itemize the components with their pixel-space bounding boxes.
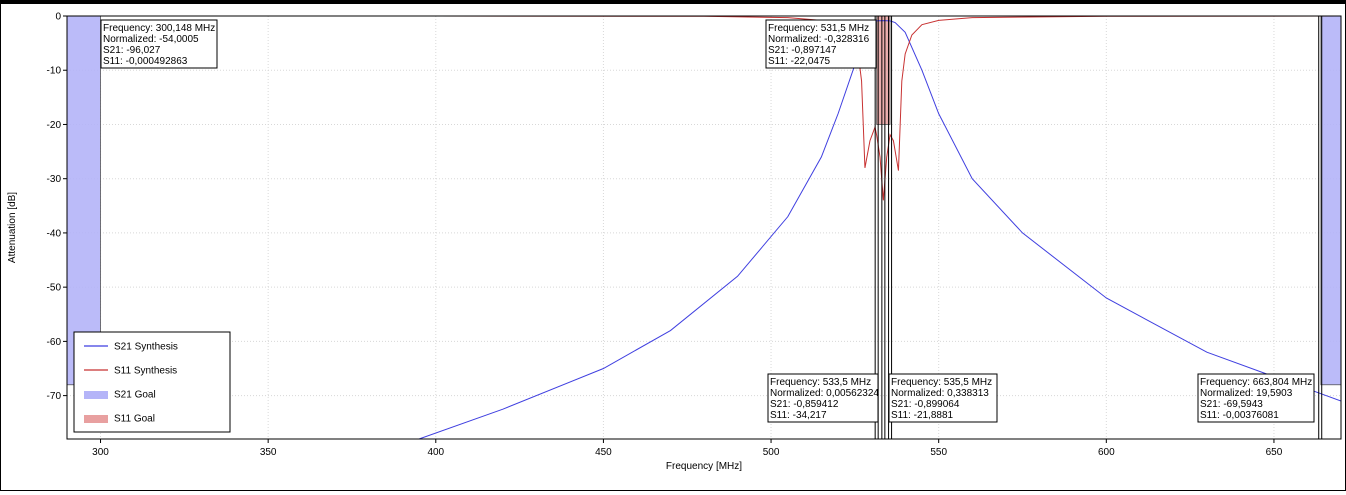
s21-goal-region: [66, 15, 101, 386]
x-tick-label: 650: [1266, 447, 1283, 458]
y-tick-label: -40: [47, 228, 62, 239]
marker-line-text: Normalized: -0,328316: [768, 34, 870, 45]
marker-box-frame: [888, 373, 998, 423]
marker-line-text: Frequency: 531,5 MHz: [768, 23, 869, 34]
x-tick-label: 300: [92, 447, 109, 458]
y-tick-label: -50: [47, 283, 62, 294]
goal-regions: [66, 15, 1342, 386]
marker-line-text: S11: -22,0475: [768, 56, 831, 67]
legend-swatch: [84, 391, 108, 399]
x-tick-label: 450: [595, 447, 612, 458]
plot-border: [66, 15, 1342, 440]
marker-line-text: S21: -69,5943: [1200, 399, 1263, 410]
marker-box-frame: [767, 373, 879, 423]
marker-box-frame: [1197, 373, 1315, 423]
s11-goal-region: [876, 15, 891, 125]
marker-line-text: Normalized: 19,5903: [1200, 388, 1293, 399]
marker-line-text: S21: -0,899064: [891, 399, 960, 410]
marker-line-text: Frequency: 533,5 MHz: [770, 377, 871, 388]
marker-line-text: S11: -0,000492863: [103, 56, 188, 67]
x-tick-label: 550: [930, 447, 947, 458]
x-tick-label: 600: [1098, 447, 1115, 458]
axis-ticks: 300 350 400 450 500 550 600 650 0 -10 -20 -30 -40 -50…: [47, 12, 1283, 459]
legend-label: S21 Goal: [114, 390, 156, 401]
legend-label: S11 Goal: [114, 414, 155, 425]
marker-line-text: Normalized: 0,00562324: [770, 388, 879, 399]
marker-line-text: S11: -34,217: [770, 410, 827, 421]
marker-line-text: S21: -0,859412: [770, 399, 839, 410]
x-tick-label: 350: [260, 447, 277, 458]
marker-line-text: Frequency: 300,148 MHz: [103, 23, 215, 34]
x-tick-label: 500: [763, 447, 780, 458]
legend-swatch: [84, 415, 108, 423]
legend: S21 Synthesis S11 Synthesis S21 Goal S11 Go…: [73, 331, 231, 433]
marker-line-text: Normalized: 0,338313: [891, 388, 989, 399]
marker-line-text: S21: -0,897147: [768, 45, 837, 56]
series-lines: [67, 16, 1341, 439]
y-tick-label: -70: [47, 391, 62, 402]
marker-box-frame: [765, 19, 877, 69]
x-tick-label: 400: [427, 447, 444, 458]
marker-line-text: Normalized: -54,0005: [103, 34, 199, 45]
y-tick-label: -20: [47, 120, 62, 131]
s21-synthesis-line: [418, 20, 1341, 439]
y-tick-label: -30: [47, 174, 62, 185]
marker-box-frame: [100, 19, 218, 69]
marker-line-text: S21: -96,027: [103, 45, 161, 56]
x-axis-label: Frequency [MHz]: [666, 461, 742, 472]
y-tick-label: 0: [55, 12, 61, 23]
y-tick-label: -60: [47, 337, 62, 348]
s11-synthesis-line: [67, 16, 1341, 201]
legend-label: S11 Synthesis: [114, 366, 177, 377]
s21-goal-region: [1320, 15, 1342, 386]
marker-line-text: S11: -21,8881: [891, 410, 954, 421]
legend-label: S21 Synthesis: [114, 342, 178, 353]
grid: [67, 15, 1341, 439]
marker-line-text: Frequency: 663,804 MHz: [1200, 377, 1312, 388]
marker-line-text: S11: -0,00376081: [1200, 410, 1279, 421]
marker-line-text: Frequency: 535,5 MHz: [891, 377, 992, 388]
y-tick-label: -10: [47, 66, 62, 77]
y-axis-label: Attenuation [dB]: [7, 192, 18, 263]
marker-lines: [874, 16, 1323, 439]
attenuation-chart: 300 350 400 450 500 550 600 650 0 -10 -20 -30 -40 -50…: [7, 12, 1342, 472]
